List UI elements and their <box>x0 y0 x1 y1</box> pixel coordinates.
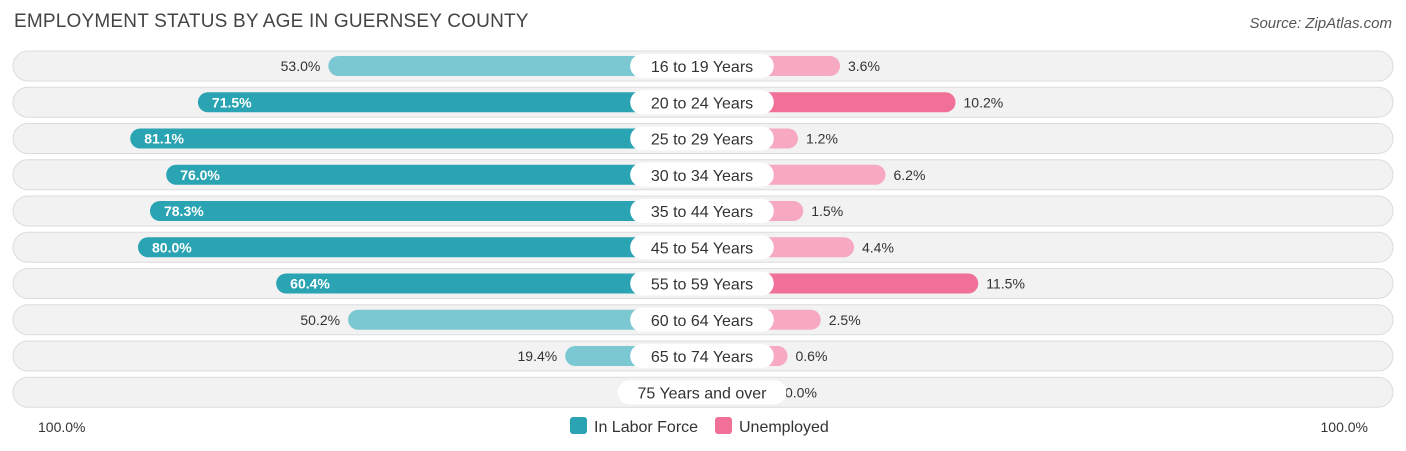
labor-force-bar <box>138 237 702 258</box>
category-label-pill <box>630 235 774 260</box>
unemployed-value: 3.6% <box>848 58 880 74</box>
category-label: 65 to 74 Years <box>651 349 753 366</box>
axis-right-label: 100.0% <box>1321 419 1368 435</box>
labor-force-bar <box>197 92 703 113</box>
category-label: 20 to 24 Years <box>651 95 753 112</box>
labor-force-bar <box>149 201 703 221</box>
category-label-pill <box>630 126 774 151</box>
legend-swatch-labor-force <box>570 417 587 434</box>
category-label: 35 to 44 Years <box>651 204 753 221</box>
category-label: 16 to 19 Years <box>651 59 753 76</box>
category-label-pill <box>630 307 774 332</box>
unemployed-value: 1.2% <box>806 131 838 147</box>
category-label: 30 to 34 Years <box>651 168 753 185</box>
labor-force-bar <box>130 128 702 149</box>
category-label-pill <box>630 271 774 296</box>
category-label-pill <box>630 344 774 368</box>
unemployed-value: 0.0% <box>785 384 817 400</box>
labor-force-value: 50.2% <box>300 312 340 328</box>
labor-force-bar <box>328 56 702 76</box>
category-label: 25 to 29 Years <box>651 132 753 149</box>
labor-force-value: 19.4% <box>518 348 558 364</box>
category-label-pill <box>630 54 774 78</box>
category-label: 60 to 64 Years <box>651 313 753 330</box>
labor-force-bar <box>348 309 702 330</box>
legend-swatch-unemployed <box>715 417 732 434</box>
unemployed-value: 0.6% <box>796 348 828 364</box>
labor-force-value: 78.3% <box>164 203 204 219</box>
labor-force-value: 60.4% <box>290 276 330 292</box>
unemployed-value: 2.5% <box>829 312 861 328</box>
legend-label-unemployed: Unemployed <box>739 419 829 436</box>
unemployed-value: 1.5% <box>811 203 843 219</box>
legend-label-labor-force: In Labor Force <box>594 419 698 436</box>
unemployed-value: 11.5% <box>986 276 1025 292</box>
labor-force-value: 80.0% <box>152 239 192 255</box>
category-label-pill <box>630 90 774 115</box>
axis-left-label: 100.0% <box>38 419 85 435</box>
labor-force-value: 71.5% <box>212 94 252 110</box>
labor-force-value: 76.0% <box>180 167 220 183</box>
labor-force-bar <box>276 273 702 294</box>
chart-title: EMPLOYMENT STATUS BY AGE IN GUERNSEY COU… <box>14 11 529 32</box>
category-label-pill <box>617 380 787 405</box>
labor-force-value: 53.0% <box>281 58 321 74</box>
unemployed-value: 4.4% <box>862 239 894 255</box>
category-label: 45 to 54 Years <box>651 240 753 257</box>
category-label: 55 to 59 Years <box>651 277 753 294</box>
category-label-pill <box>630 199 774 223</box>
labor-force-bar <box>166 164 702 185</box>
category-label-pill <box>630 162 774 187</box>
chart-source: Source: ZipAtlas.com <box>1249 15 1392 32</box>
labor-force-value: 81.1% <box>144 131 184 147</box>
category-label: 75 Years and over <box>638 385 768 402</box>
unemployed-value: 10.2% <box>964 94 1004 110</box>
unemployed-value: 6.2% <box>894 167 926 183</box>
